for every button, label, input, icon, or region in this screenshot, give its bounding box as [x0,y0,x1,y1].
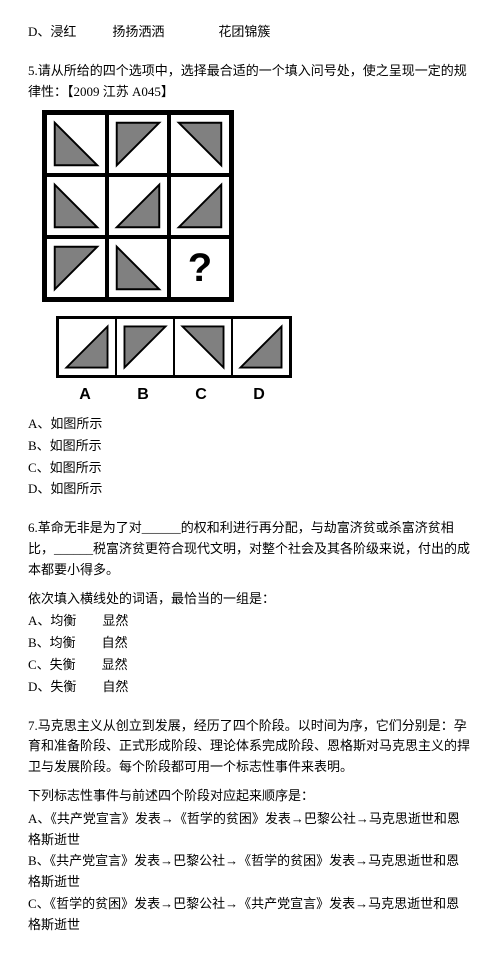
q6-opt-c: C、失衡 显然 [28,655,472,676]
answer-row [56,316,292,378]
q5-opt-d: D、如图所示 [28,479,472,500]
cell-1-3 [169,113,231,175]
cell-2-1 [45,175,107,237]
cell-3-3-question: ? [169,237,231,299]
q5-opt-b: B、如图所示 [28,436,472,457]
q6-text: 6.革命无非是为了对______的权和利进行再分配，与劫富济贫或杀富济贫相比，_… [28,518,472,580]
q5-opt-c: C、如图所示 [28,458,472,479]
main-grid: ? [42,110,234,302]
q6-instr: 依次填入横线处的词语，最恰当的一组是： [28,589,472,610]
q7-instr: 下列标志性事件与前述四个阶段对应起来顺序是： [28,786,472,807]
cell-1-1 [45,113,107,175]
label-b: B [114,382,172,408]
word1: 浸红 [50,22,76,43]
answer-c [174,318,232,376]
q7-opt-c: C、《哲学的贫困》发表→巴黎公社→《共产党宣言》发表→马克思逝世和恩格斯逝世 [28,894,472,936]
answer-b [116,318,174,376]
q7-opt-a: A、《共产党宣言》发表→《哲学的贫困》发表→巴黎公社→马克思逝世和恩格斯逝世 [28,809,472,851]
label-c: C [172,382,230,408]
answer-a [58,318,116,376]
q6-opt-b: B、均衡 自然 [28,633,472,654]
word2: 扬扬洒洒 [112,22,164,43]
word3: 花团锦簇 [218,22,270,43]
q7-opt-b: B、《共产党宣言》发表→巴黎公社→《哲学的贫困》发表→马克思逝世和恩格斯逝世 [28,851,472,893]
cell-2-2 [107,175,169,237]
cell-1-2 [107,113,169,175]
answer-labels: A B C D [56,382,288,408]
label-a: A [56,382,114,408]
q5-figure-grid: ? A B C D [42,110,472,408]
answer-d [232,318,290,376]
cell-3-1 [45,237,107,299]
opt-letter: D、 [28,22,50,43]
label-d: D [230,382,288,408]
q5-text: 5.请从所给的四个选项中，选择最合适的一个填入问号处，使之呈现一定的规律性：【2… [28,61,472,103]
cell-2-3 [169,175,231,237]
q7-text: 7.马克思主义从创立到发展，经历了四个阶段。以时间为序，它们分别是：孕育和准备阶… [28,716,472,778]
prev-option-d: D、浸红 扬扬洒洒 花团锦簇 [28,22,472,43]
q6-opt-a: A、均衡 显然 [28,611,472,632]
cell-3-2 [107,237,169,299]
q5-opt-a: A、如图所示 [28,414,472,435]
q6-opt-d: D、失衡 自然 [28,677,472,698]
